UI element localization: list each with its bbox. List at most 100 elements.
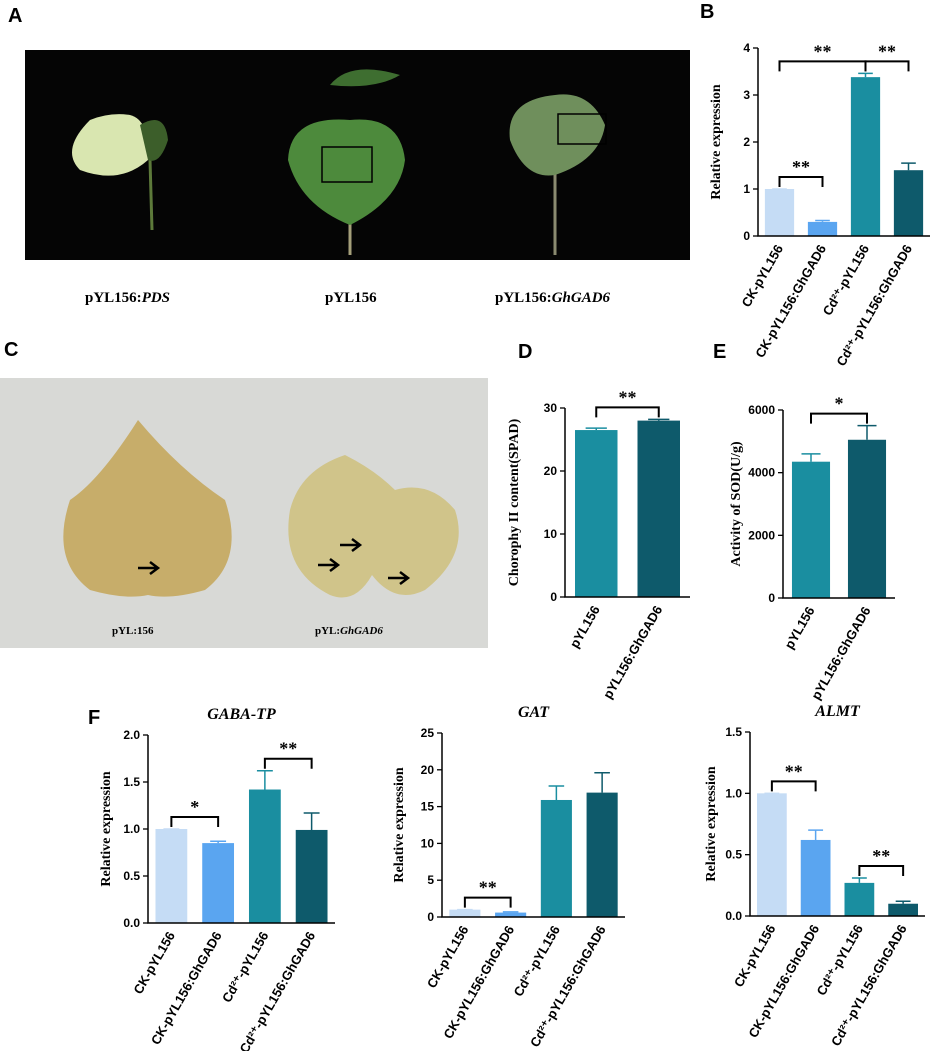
y-tick-label: 15 [421,800,435,814]
error-bar [210,840,227,844]
axes [749,732,925,917]
y-tick-label: 0 [550,590,557,604]
y-axis-label: Activity of SOD(U/g) [729,441,744,567]
x-tick-label: pYL156:GhGAD6 [600,603,665,701]
x-tick-label: pYL156 [781,604,817,652]
bar [791,461,831,598]
error-bar [801,453,821,462]
chart-title: GAT [518,704,550,721]
y-tick-label: 0.0 [123,916,140,930]
significance-label: ** [792,157,810,177]
significance-label: ** [619,387,637,407]
x-tick-label: Cd²⁺-pYL156 [813,922,866,998]
photo-label: pYL156 [325,290,377,306]
y-tick-label: 2.0 [123,728,140,742]
y-tick-label: 30 [544,401,558,415]
chart-title: ALMT [814,703,861,720]
axes [782,410,895,599]
panel-label: F [88,707,100,729]
y-tick-label: 2000 [748,528,775,542]
bar [586,792,618,917]
bar [155,829,188,923]
y-tick-label: 10 [544,527,558,541]
y-tick-label: 1.0 [123,822,140,836]
y-axis-label: Relative expression [392,767,407,882]
error-bar [648,418,670,421]
significance-bracket [778,60,867,72]
y-tick-label: 1.0 [725,786,742,800]
bar [888,903,918,916]
significance-bracket [170,816,220,827]
bar [295,829,328,923]
x-tick-label: Cd²⁺-pYL156 [510,923,563,999]
significance-bracket [770,780,817,792]
x-tick-label: Cd²⁺-pYL156:GhGAD6 [833,242,915,369]
y-tick-label: 4 [743,41,750,55]
y-axis-label: Chorophy II content(SPAD) [507,418,522,586]
bar [540,799,572,917]
significance-bracket [778,176,824,187]
panel-label: C [4,339,18,361]
x-tick-label: Cd²⁺-pYL156:GhGAD6 [828,922,910,1049]
significance-label: ** [814,41,832,61]
photo-c: pYL:156 pYL:GhGAD6 [0,378,488,648]
panel-label: B [700,1,714,23]
panel-label: E [713,341,726,363]
error-bar [502,911,519,913]
y-tick-label: 25 [421,726,435,740]
error-bar [256,769,273,790]
bar [449,909,481,917]
bar [847,439,887,598]
y-tick-label: 0.5 [725,848,742,862]
axes [757,48,930,237]
x-tick-label: CK-pYL156 [731,922,779,990]
y-tick-label: 1 [743,182,750,196]
significance-bracket [810,412,868,424]
axes [564,408,690,598]
significance-label: * [190,797,199,817]
bar [764,189,795,236]
bar [800,839,831,916]
error-bar [548,785,565,800]
error-bar [858,72,873,78]
axes [147,735,335,924]
y-tick-label: 5 [427,873,434,887]
significance-bracket [864,60,910,72]
x-tick-label: pYL156:GhGAD6 [808,604,873,702]
y-tick-label: 1.5 [725,725,742,739]
y-axis-label: Relative expression [704,766,719,881]
error-bar [585,427,607,431]
y-tick-label: 0 [427,910,434,924]
significance-label: ** [479,878,497,898]
bar [495,912,527,917]
y-tick-label: 0 [768,591,775,605]
x-tick-label: CK-pYL156 [130,929,178,997]
photo-label: pYL:156 [112,625,154,637]
y-tick-label: 0 [743,229,750,243]
bar [807,221,838,236]
bar [637,420,680,597]
significance-bracket [595,406,660,418]
x-tick-label: CK-pYL156 [738,242,786,310]
y-tick-label: 3 [743,88,750,102]
x-tick-label: pYL156 [567,603,603,651]
x-tick-label: Cd²⁺-pYL156 [219,929,272,1005]
bar [757,793,787,916]
error-bar [901,162,916,171]
significance-bracket [263,757,313,769]
bar [248,789,281,923]
bar [850,77,881,236]
y-tick-label: 0.5 [123,869,140,883]
chart-title: GABA-TP [207,706,276,723]
significance-label: ** [785,761,803,781]
photo-a: pYL156:PDS pYL156 pYL156:GhGAD6 [25,50,690,306]
error-bar [303,812,320,830]
y-tick-label: 10 [421,836,435,850]
axes [441,733,625,918]
error-bar [815,219,830,222]
photo-label: pYL156:GhGAD6 [495,290,611,306]
bar [844,882,875,916]
significance-bracket [463,896,512,908]
significance-label: ** [872,846,890,866]
y-tick-label: 2 [743,135,750,149]
